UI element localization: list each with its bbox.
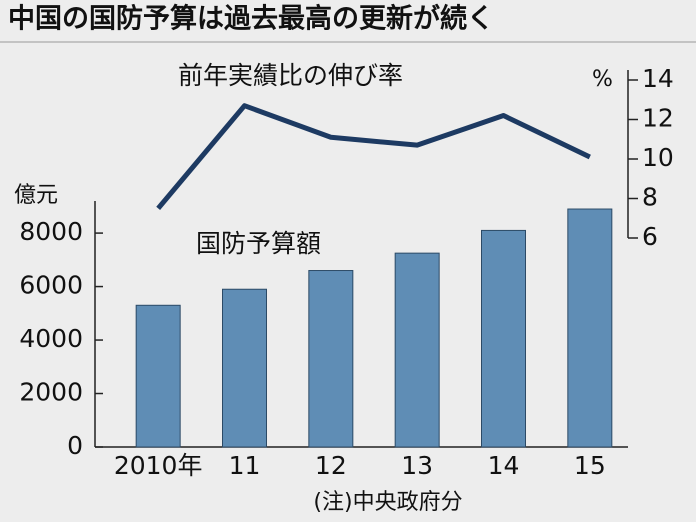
chart-title: 中国の国防予算は過去最高の更新が続く	[8, 3, 494, 35]
y-tick-label: 6000	[19, 271, 83, 300]
y-tick-label: 2000	[19, 378, 83, 407]
line	[156, 103, 591, 210]
bar	[222, 288, 267, 448]
x-tick-label: 2010年	[114, 451, 203, 480]
y2-tick-label: 14	[642, 64, 674, 93]
note: (注)中央政府分	[313, 490, 462, 515]
x-tick-label: 11	[229, 451, 261, 480]
y-tick-label: 8000	[19, 217, 83, 246]
x-tick-label: 14	[488, 451, 520, 480]
bar	[567, 208, 613, 448]
y2-tick-label: 8	[642, 183, 658, 212]
y-unit: 億元	[14, 183, 58, 208]
y2-tick-label: 12	[642, 104, 674, 133]
y-tick-label: 4000	[19, 324, 83, 353]
y2-unit: %	[592, 67, 613, 92]
bar	[394, 252, 440, 448]
y-tick-label: 0	[67, 431, 83, 460]
x-tick-label: 13	[401, 451, 433, 480]
y2-tick-label: 10	[642, 143, 674, 172]
bar-label: 国防予算額	[196, 229, 321, 258]
bar	[135, 304, 181, 448]
x-tick-label: 15	[574, 451, 606, 480]
y2-tick-label: 6	[642, 222, 658, 251]
line-label: 前年実績比の伸び率	[178, 61, 403, 90]
bar	[481, 229, 526, 448]
x-tick-label: 12	[315, 451, 347, 480]
bar	[308, 270, 354, 448]
